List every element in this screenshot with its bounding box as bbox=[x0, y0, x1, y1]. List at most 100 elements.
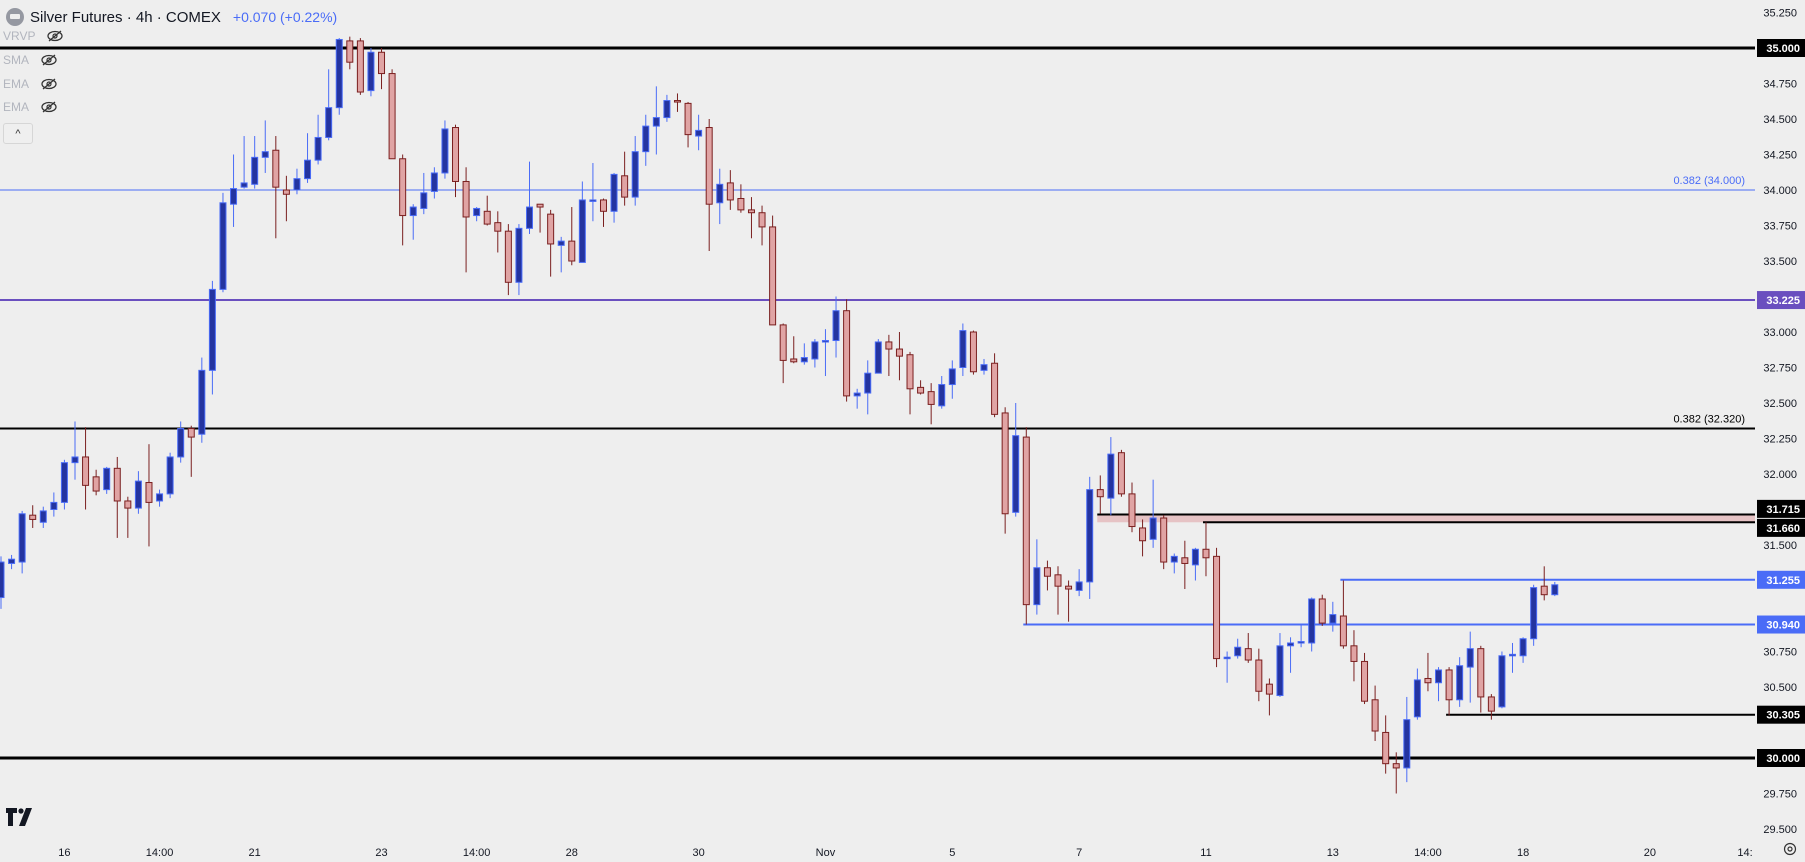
candle-up[interactable] bbox=[1170, 555, 1178, 563]
candle-up[interactable] bbox=[240, 182, 248, 188]
candle-up[interactable] bbox=[177, 428, 185, 458]
candle-up[interactable] bbox=[642, 125, 650, 153]
symbol-title[interactable]: Silver Futures · 4h · COMEX bbox=[30, 8, 221, 26]
candle-down[interactable] bbox=[673, 100, 681, 103]
candle-down[interactable] bbox=[272, 149, 280, 188]
candle-up[interactable] bbox=[853, 392, 861, 397]
candle-down[interactable] bbox=[1477, 648, 1485, 698]
candle-up[interactable] bbox=[1033, 567, 1041, 606]
candle-up[interactable] bbox=[430, 172, 438, 192]
candle-down[interactable] bbox=[737, 198, 745, 211]
candle-up[interactable] bbox=[526, 206, 533, 229]
candle-up[interactable] bbox=[652, 117, 660, 127]
candle-down[interactable] bbox=[843, 310, 851, 397]
candle-up[interactable] bbox=[1234, 646, 1242, 657]
candle-down[interactable] bbox=[1318, 598, 1326, 624]
candle-down[interactable] bbox=[790, 358, 798, 363]
candle-down[interactable] bbox=[991, 362, 999, 415]
candle-down[interactable] bbox=[483, 210, 491, 225]
candle-up[interactable] bbox=[1223, 656, 1231, 660]
candle-up[interactable] bbox=[1435, 669, 1443, 684]
candle-up[interactable] bbox=[1107, 453, 1115, 499]
candle-up[interactable] bbox=[251, 156, 259, 185]
candle-down[interactable] bbox=[599, 199, 607, 212]
candle-down[interactable] bbox=[113, 467, 121, 502]
collapse-indicators-button[interactable]: ^ bbox=[3, 123, 33, 144]
candle-down[interactable] bbox=[917, 386, 925, 394]
candle-up[interactable] bbox=[578, 199, 586, 263]
candle-up[interactable] bbox=[557, 240, 565, 246]
candle-down[interactable] bbox=[568, 240, 576, 262]
candle-down[interactable] bbox=[684, 102, 692, 136]
candle-up[interactable] bbox=[610, 173, 618, 212]
candle-down[interactable] bbox=[1339, 615, 1347, 647]
candle-down[interactable] bbox=[1244, 648, 1252, 661]
candle-up[interactable] bbox=[864, 372, 872, 394]
candle-down[interactable] bbox=[92, 476, 100, 492]
candle-down[interactable] bbox=[1043, 567, 1051, 577]
candle-up[interactable] bbox=[71, 456, 79, 464]
candle-down[interactable] bbox=[779, 324, 787, 361]
candle-down[interactable] bbox=[1065, 585, 1073, 590]
candle-up[interactable] bbox=[409, 206, 417, 217]
candle-up[interactable] bbox=[1498, 655, 1506, 708]
candle-up[interactable] bbox=[261, 151, 269, 158]
eye-off-icon[interactable] bbox=[41, 54, 57, 66]
candle-down[interactable] bbox=[1265, 683, 1273, 695]
candle-down[interactable] bbox=[1487, 696, 1495, 712]
candle-down[interactable] bbox=[282, 189, 290, 195]
candle-up[interactable] bbox=[18, 513, 26, 563]
candle-down[interactable] bbox=[462, 180, 470, 218]
candle-up[interactable] bbox=[39, 510, 47, 523]
candle-up[interactable] bbox=[8, 558, 16, 564]
candle-up[interactable] bbox=[663, 100, 671, 119]
candle-up[interactable] bbox=[1551, 584, 1559, 596]
settings-gear-icon[interactable] bbox=[1783, 842, 1797, 856]
candle-up[interactable] bbox=[293, 178, 301, 191]
candle-up[interactable] bbox=[60, 462, 68, 503]
candle-up[interactable] bbox=[980, 364, 988, 371]
candle-up[interactable] bbox=[1149, 517, 1157, 540]
candle-up[interactable] bbox=[515, 227, 523, 283]
candle-up[interactable] bbox=[314, 136, 322, 161]
candle-up[interactable] bbox=[1413, 679, 1421, 718]
candle-up[interactable] bbox=[1456, 665, 1464, 701]
candle-up[interactable] bbox=[1466, 648, 1474, 668]
candle-down[interactable] bbox=[388, 73, 396, 160]
eye-off-icon[interactable] bbox=[41, 101, 57, 113]
candle-down[interactable] bbox=[769, 226, 777, 326]
candle-down[interactable] bbox=[504, 230, 512, 283]
candle-up[interactable] bbox=[208, 288, 216, 371]
candle-up[interactable] bbox=[589, 199, 597, 202]
candle-up[interactable] bbox=[473, 207, 481, 217]
candle-up[interactable] bbox=[1191, 548, 1199, 566]
candle-down[interactable] bbox=[927, 391, 935, 405]
candle-down[interactable] bbox=[1424, 677, 1432, 684]
candle-down[interactable] bbox=[758, 212, 766, 228]
candle-up[interactable] bbox=[948, 368, 956, 386]
candle-down[interactable] bbox=[536, 203, 544, 208]
candle-down[interactable] bbox=[346, 40, 354, 63]
candle-up[interactable] bbox=[441, 128, 449, 174]
candle-down[interactable] bbox=[1096, 489, 1104, 498]
candle-up[interactable] bbox=[335, 38, 343, 109]
candle-up[interactable] bbox=[1403, 719, 1411, 769]
candle-down[interactable] bbox=[1022, 436, 1030, 606]
candle-up[interactable] bbox=[367, 51, 375, 92]
candle-down[interactable] bbox=[906, 354, 914, 390]
candle-up[interactable] bbox=[631, 151, 639, 198]
candle-up[interactable] bbox=[304, 159, 312, 180]
candle-up[interactable] bbox=[832, 310, 840, 342]
candle-down[interactable] bbox=[1540, 585, 1548, 596]
candle-up[interactable] bbox=[230, 188, 238, 205]
candle-down[interactable] bbox=[1001, 412, 1009, 515]
candle-up[interactable] bbox=[1329, 614, 1337, 624]
candle-down[interactable] bbox=[895, 348, 903, 357]
indicator-sma[interactable]: SMA bbox=[3, 53, 57, 67]
candle-up[interactable] bbox=[874, 341, 882, 374]
candle-up[interactable] bbox=[325, 107, 333, 138]
candle-down[interactable] bbox=[145, 482, 153, 503]
candle-down[interactable] bbox=[29, 514, 37, 520]
candle-down[interactable] bbox=[1202, 548, 1210, 559]
